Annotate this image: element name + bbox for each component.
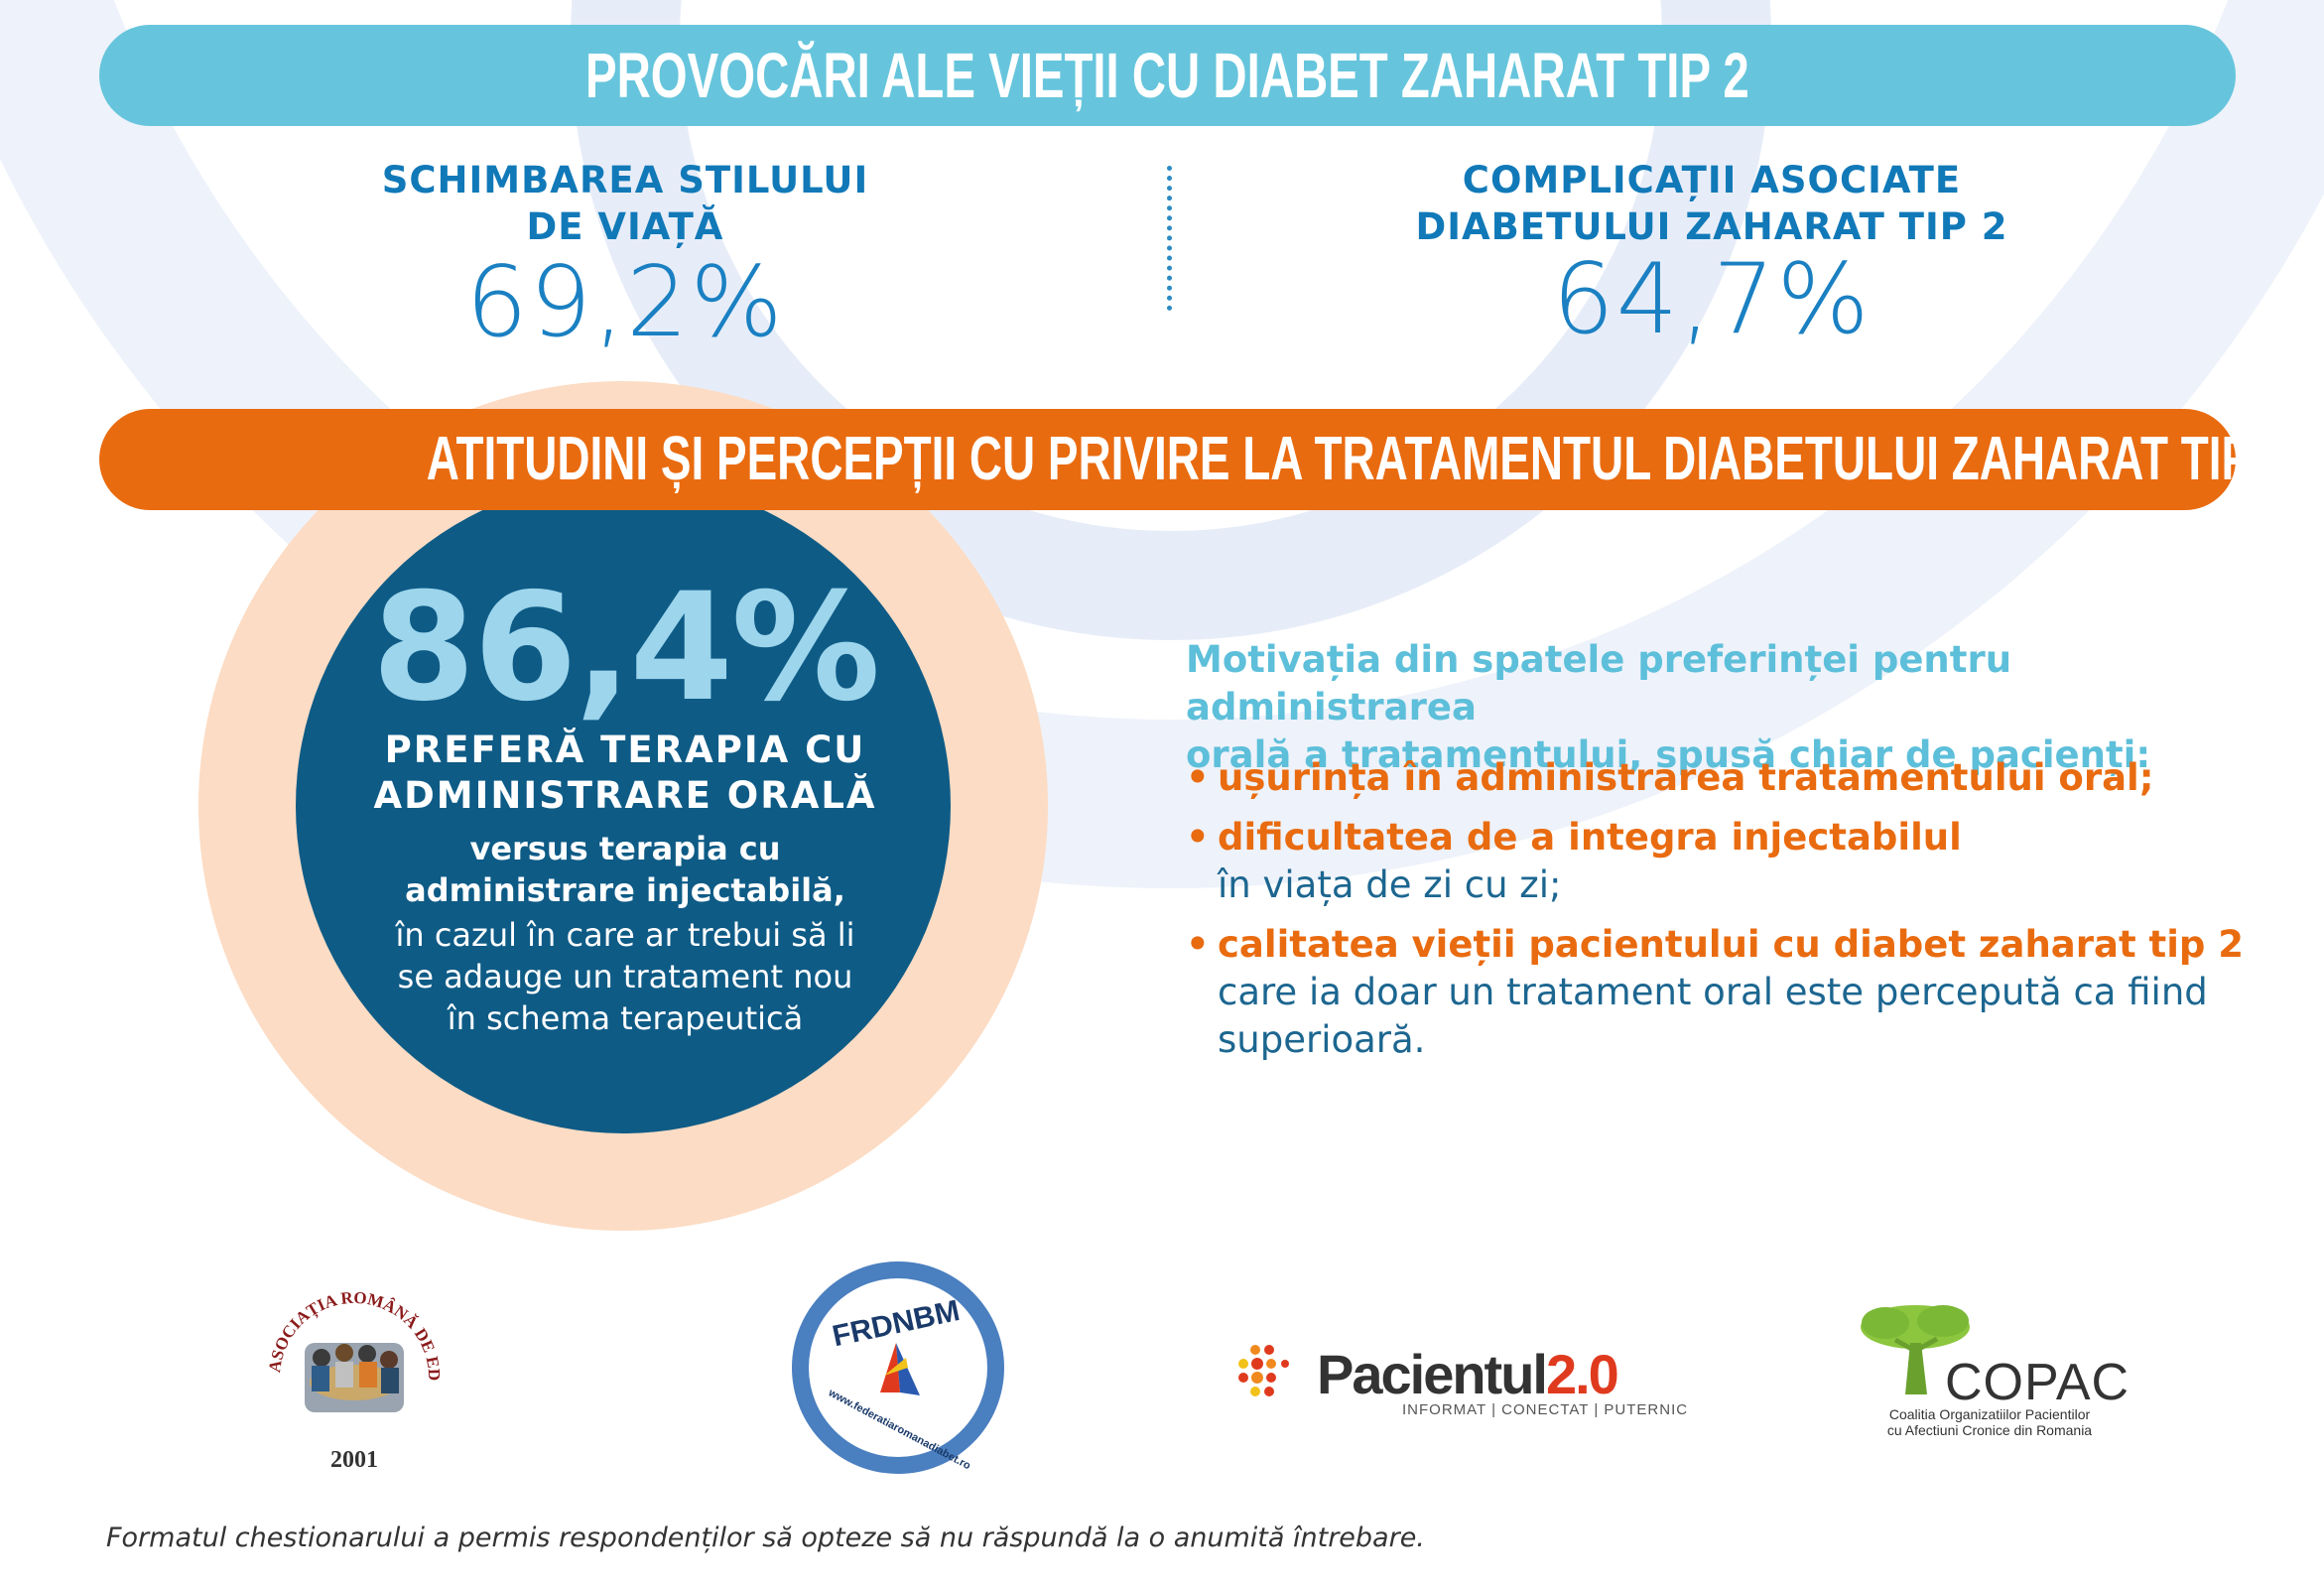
- pacientul-version: 2.0: [1545, 1343, 1619, 1405]
- bullet-dot-icon: •: [1186, 923, 1210, 966]
- oral-preference-percent: 86,4%: [371, 562, 880, 734]
- copac-logo: COPAC Coalitia Organizatiilor Pacientilo…: [1856, 1295, 2129, 1444]
- copac-subtitle: Coalitia Organizatiilor Pacientilor cu A…: [1886, 1406, 2093, 1438]
- banner-challenges-title: PROVOCĂRI ALE VIEȚII CU DIABET ZAHARAT T…: [585, 40, 1749, 111]
- motivation-list: • ușurința în administrarea tratamentulu…: [1186, 754, 2287, 1076]
- banner-challenges: PROVOCĂRI ALE VIEȚII CU DIABET ZAHARAT T…: [99, 25, 2236, 126]
- motivation-heading: Motivația din spatele preferinței pentru…: [1186, 638, 2151, 776]
- versus-injectable-text: versus terapia cu administrare injectabi…: [405, 830, 845, 909]
- bullet-dot-icon: •: [1186, 816, 1210, 859]
- list-item: • calitatea vieții pacientului cu diabet…: [1186, 923, 2245, 1061]
- stat-complications-value: 64,7%: [1552, 243, 1872, 356]
- banner-attitudes: ATITUDINI ȘI PERCEPȚII CU PRIVIRE LA TRA…: [99, 409, 2289, 510]
- bullet-dot-icon: •: [1186, 756, 1210, 799]
- frdnbm-logo: FRDNBM www.federatiaromanadiabet.ro: [789, 1258, 1007, 1477]
- stat-lifestyle-label: SCHIMBAREA STILULUI DE VIAȚĂ: [381, 159, 869, 248]
- banner-attitudes-title: ATITUDINI ȘI PERCEPȚII CU PRIVIRE LA TRA…: [426, 425, 2289, 493]
- pacientul-logo: Pacientul2.0 INFORMAT | CONECTAT | PUTER…: [1235, 1342, 1687, 1421]
- ared-year: 2001: [330, 1447, 378, 1473]
- tree-icon: [1861, 1305, 1970, 1394]
- footnote: Formatul chestionarului a permis respond…: [106, 1523, 1425, 1553]
- pacientul-tagline: INFORMAT | CONECTAT | PUTERNIC: [1402, 1401, 1689, 1418]
- list-item: • dificultatea de a integra injectabilul…: [1186, 816, 1962, 906]
- stats-divider: [1167, 166, 1172, 311]
- pacientul-word: Pacientul: [1317, 1343, 1548, 1405]
- copac-name: COPAC: [1945, 1354, 2130, 1411]
- list-item: • ușurința în administrarea tratamentulu…: [1186, 754, 2287, 802]
- oral-preference-heading: PREFERĂ TERAPIA CU ADMINISTRARE ORALĂ: [373, 728, 877, 817]
- ared-logo: ASOCIAȚIA ROMÂNĂ DE EDUCAȚIE ÎN DIABET 2…: [244, 1244, 458, 1477]
- case-condition-text: în cazul în care ar trebui să li se adau…: [395, 916, 855, 1037]
- stat-lifestyle-value: 69,2%: [465, 246, 785, 359]
- stat-complications-label: COMPLICAȚII ASOCIATE DIABETULUI ZAHARAT …: [1415, 159, 2008, 248]
- pacientul-dots-icon: [1238, 1345, 1289, 1396]
- dark-blue-circle: [296, 478, 951, 1133]
